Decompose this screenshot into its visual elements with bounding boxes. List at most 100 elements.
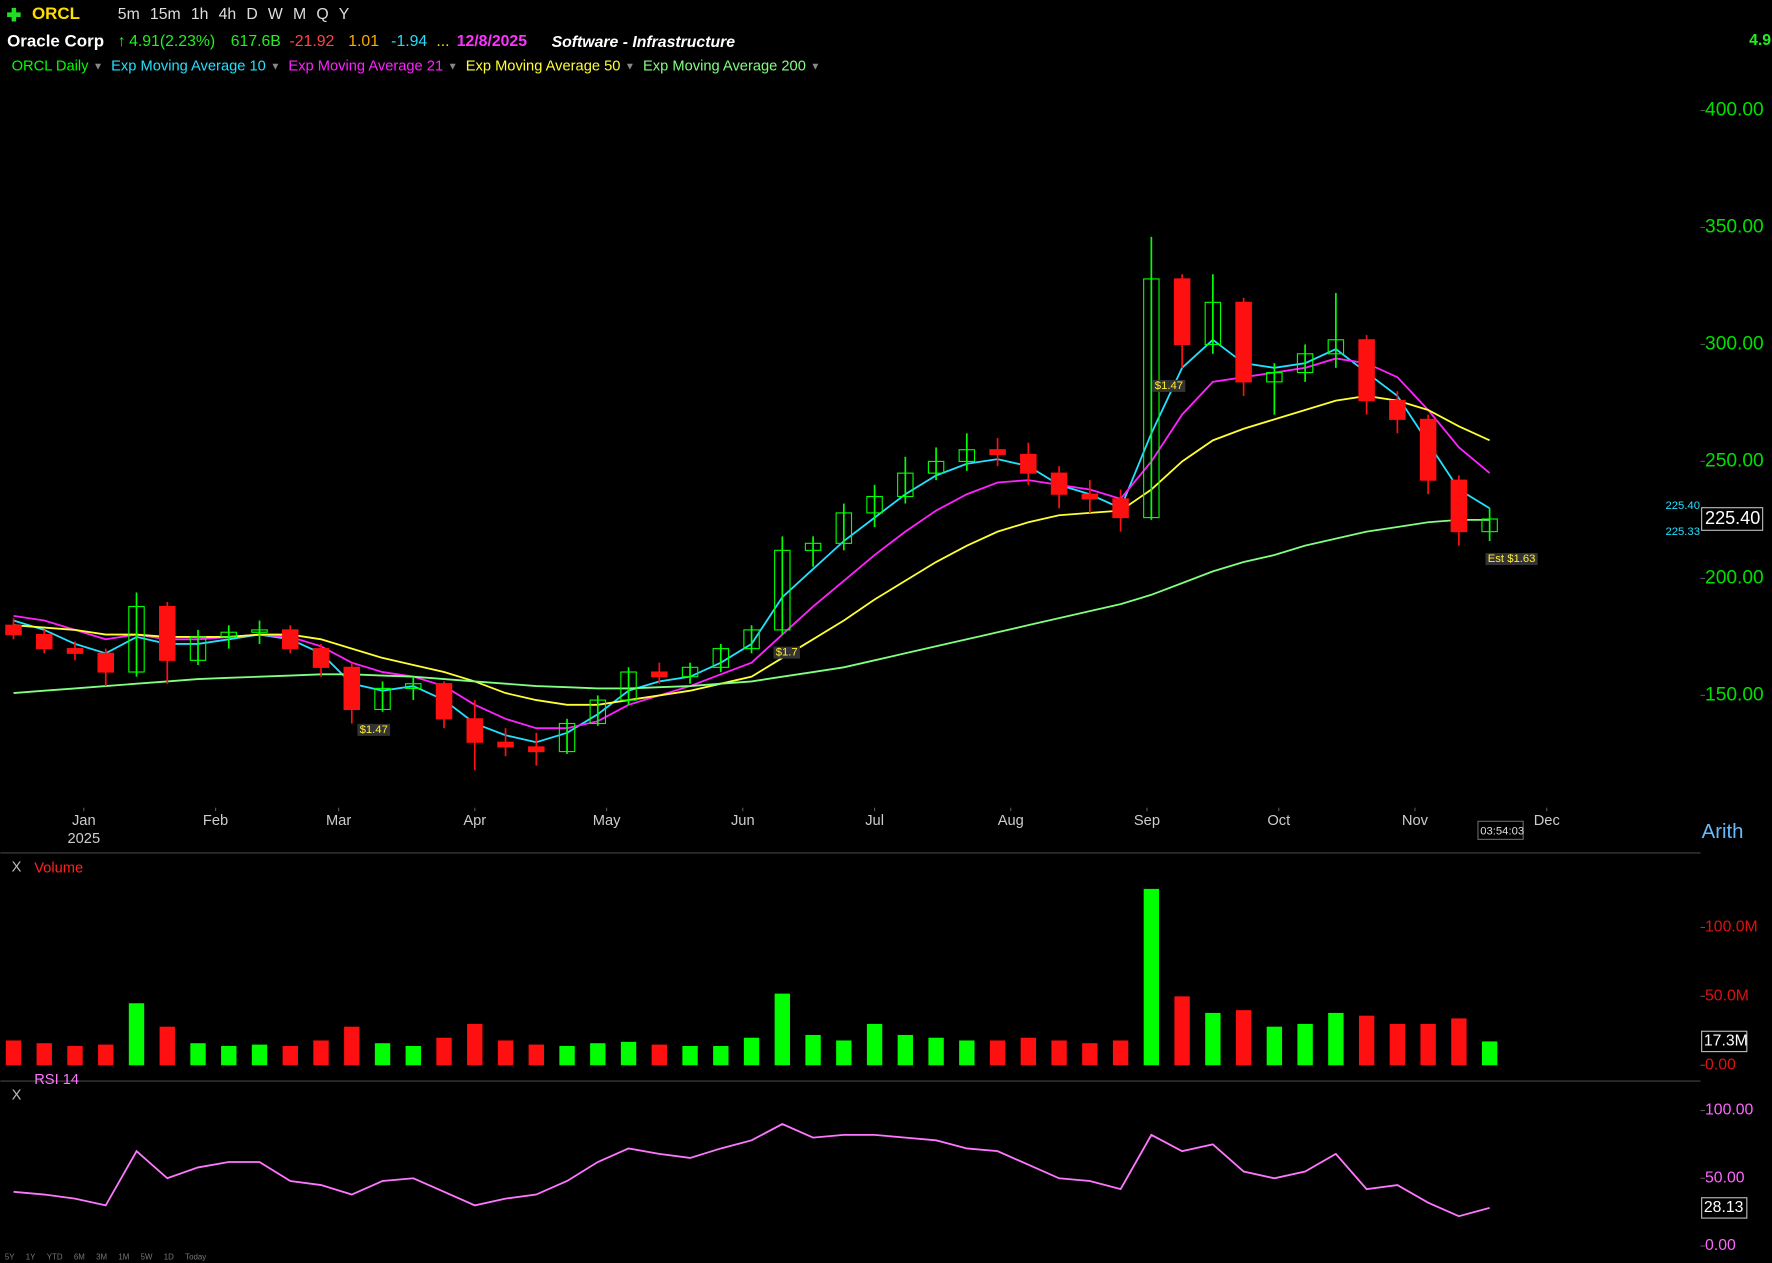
candle-body bbox=[1112, 498, 1129, 519]
scale-note: 225.40 bbox=[1665, 500, 1700, 512]
volume-bar bbox=[559, 1045, 575, 1066]
candle-body bbox=[343, 666, 361, 711]
volume-bar bbox=[1358, 1015, 1375, 1066]
candle-body bbox=[405, 683, 422, 689]
annotation-box bbox=[773, 646, 800, 659]
volume-bar bbox=[98, 1044, 114, 1066]
change-arrow: ↑ bbox=[118, 33, 126, 50]
candle-body bbox=[35, 634, 53, 650]
last-value-label: 17.3M bbox=[1704, 1033, 1748, 1050]
volume-bar bbox=[528, 1044, 544, 1066]
range-button[interactable]: 1D bbox=[164, 1252, 174, 1261]
range-button[interactable]: 6M bbox=[74, 1252, 85, 1261]
volume-bar bbox=[5, 1040, 22, 1066]
scale-note: 225.33 bbox=[1665, 526, 1700, 538]
timeframe[interactable]: M bbox=[293, 6, 306, 23]
volume-bar bbox=[36, 1043, 52, 1066]
volume-bar bbox=[282, 1045, 298, 1066]
x-tick-label: May bbox=[593, 813, 621, 829]
candle-body bbox=[528, 746, 545, 753]
x-tick-label: Mar bbox=[326, 813, 351, 829]
range-button[interactable]: YTD bbox=[47, 1252, 63, 1261]
annotation-box bbox=[357, 723, 391, 736]
volume-bar bbox=[313, 1040, 329, 1066]
legend-entry[interactable]: Exp Moving Average 21 bbox=[288, 59, 443, 75]
timeframe[interactable]: D bbox=[246, 6, 257, 23]
volume-bar bbox=[1451, 1018, 1467, 1066]
sector: Software - Infrastructure bbox=[552, 34, 736, 51]
legend-entry[interactable]: Exp Moving Average 50 bbox=[466, 59, 621, 75]
volume-bar bbox=[497, 1040, 514, 1066]
candle-body bbox=[620, 671, 637, 701]
timeframe[interactable]: 1h bbox=[191, 6, 209, 23]
timeframe[interactable]: Q bbox=[316, 6, 328, 23]
range-button[interactable]: 5W bbox=[141, 1252, 153, 1261]
stat: ... bbox=[436, 33, 449, 50]
company-name: Oracle Corp bbox=[7, 31, 104, 50]
range-button[interactable]: 5Y bbox=[5, 1252, 15, 1261]
volume-bar bbox=[651, 1044, 667, 1066]
volume-bar bbox=[1420, 1023, 1436, 1066]
candle-body bbox=[897, 472, 914, 498]
market-cap: 617.6B bbox=[231, 33, 281, 50]
add-icon[interactable] bbox=[7, 7, 21, 22]
candle-body bbox=[1266, 371, 1283, 383]
symbol[interactable]: ORCL bbox=[32, 4, 80, 23]
timeframe[interactable]: 4h bbox=[219, 6, 237, 23]
range-button[interactable]: 1M bbox=[118, 1252, 129, 1261]
candle-body bbox=[159, 605, 176, 661]
right-change: 4.91 bbox=[1749, 32, 1772, 49]
x-tick-label: Feb bbox=[203, 813, 228, 829]
range-button[interactable]: 3M bbox=[96, 1252, 107, 1261]
volume-bar bbox=[866, 1023, 883, 1066]
timeframe[interactable]: W bbox=[268, 6, 283, 23]
volume-bar bbox=[251, 1044, 268, 1066]
panel-title[interactable]: Volume bbox=[34, 861, 83, 877]
candle-body bbox=[374, 687, 391, 711]
legend-entry[interactable]: Exp Moving Average 10 bbox=[111, 59, 266, 75]
volume-bar bbox=[128, 1003, 145, 1066]
earnings-annotation: $1.47 bbox=[360, 724, 388, 736]
panel-title[interactable]: RSI 14 bbox=[34, 1072, 79, 1088]
y-tick-label: 100.0M bbox=[1705, 919, 1758, 936]
volume-bar bbox=[159, 1026, 175, 1066]
y-tick-label: 300.00 bbox=[1705, 334, 1764, 355]
candle-body bbox=[989, 449, 1006, 455]
candle-body bbox=[1081, 493, 1099, 500]
candle-body bbox=[1296, 353, 1314, 374]
candle-body bbox=[97, 652, 115, 673]
y-tick-label: 50.00 bbox=[1705, 1169, 1745, 1186]
close-x[interactable]: X bbox=[12, 859, 22, 875]
volume-bar bbox=[682, 1045, 698, 1066]
candle-body bbox=[681, 666, 699, 678]
volume-bar bbox=[405, 1045, 421, 1066]
y-tick-label: 400.00 bbox=[1705, 100, 1764, 121]
range-button[interactable]: 1Y bbox=[26, 1252, 36, 1261]
candle-body bbox=[251, 629, 268, 633]
close-x[interactable]: X bbox=[12, 1088, 22, 1104]
volume-bar bbox=[344, 1026, 360, 1066]
candle-body bbox=[312, 648, 330, 668]
timeframe[interactable]: 15m bbox=[150, 6, 181, 23]
y-tick-label: 200.00 bbox=[1705, 568, 1764, 589]
volume-bar bbox=[436, 1037, 452, 1066]
candle-body bbox=[1389, 400, 1406, 420]
candle-body bbox=[558, 722, 576, 753]
date: 12/8/2025 bbox=[457, 33, 527, 50]
candle-body bbox=[835, 512, 853, 544]
last-value-box bbox=[1701, 1030, 1748, 1053]
volume-bar bbox=[1266, 1026, 1283, 1066]
timeframe[interactable]: 5m bbox=[118, 6, 140, 23]
legend-entry[interactable]: ORCL Daily bbox=[12, 59, 90, 75]
candle-body bbox=[651, 671, 668, 678]
volume-bar bbox=[1328, 1012, 1344, 1066]
volume-bar bbox=[743, 1037, 760, 1066]
y-tick-label: 0.00 bbox=[1705, 1056, 1736, 1073]
candle-body bbox=[466, 718, 484, 743]
scale-mode[interactable]: Arith bbox=[1702, 821, 1744, 843]
volume-bar bbox=[836, 1040, 852, 1066]
legend-entry[interactable]: Exp Moving Average 200 bbox=[643, 59, 806, 75]
timeframe[interactable]: Y bbox=[339, 6, 350, 23]
range-button[interactable]: Today bbox=[185, 1252, 206, 1261]
